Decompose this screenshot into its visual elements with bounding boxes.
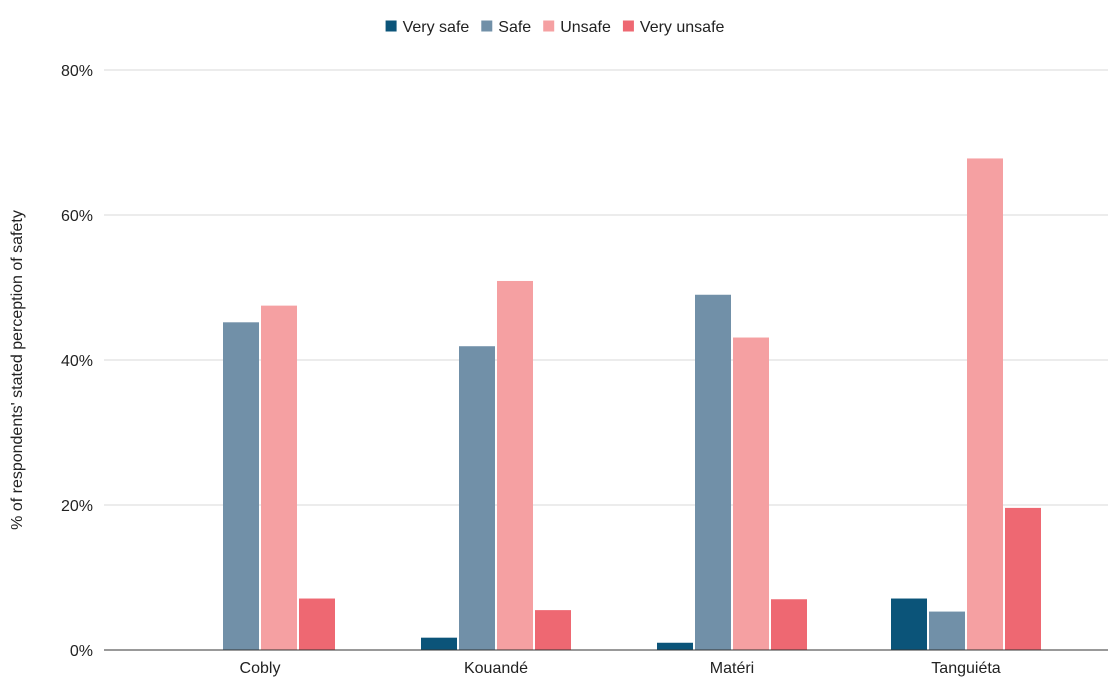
bar-materi-unsafe bbox=[733, 337, 769, 650]
bar-kouande-very-unsafe bbox=[535, 610, 571, 650]
bars bbox=[223, 158, 1041, 650]
legend-swatch-unsafe bbox=[543, 20, 555, 32]
bar-cobly-unsafe bbox=[261, 305, 297, 650]
y-tick-label: 80% bbox=[61, 63, 93, 80]
legend-swatch-very-unsafe bbox=[622, 20, 634, 32]
legend-swatch-very-safe bbox=[385, 20, 397, 32]
x-tick-label-cobly: Cobly bbox=[240, 660, 281, 677]
bar-cobly-very-unsafe bbox=[299, 598, 335, 650]
x-tick-label-materi: Matéri bbox=[710, 660, 754, 677]
bar-materi-very-safe bbox=[657, 642, 693, 650]
bar-kouande-safe bbox=[459, 346, 495, 650]
bar-materi-safe bbox=[695, 294, 731, 650]
bar-tanguieta-safe bbox=[929, 611, 965, 650]
legend-label-very-safe: Very safe bbox=[403, 19, 470, 36]
x-tick-label-kouande: Kouandé bbox=[464, 660, 528, 677]
legend-swatch-safe bbox=[481, 20, 493, 32]
axes: 0% 20% 40% 60% 80% Cobly Kouandé Matéri Tanguiét… bbox=[61, 63, 1108, 677]
bar-tanguieta-very-safe bbox=[891, 598, 927, 650]
y-tick-label: 60% bbox=[61, 208, 93, 225]
bar-kouande-very-safe bbox=[421, 637, 457, 650]
y-tick-label: 0% bbox=[70, 643, 93, 660]
legend-label-unsafe: Unsafe bbox=[560, 19, 611, 36]
y-tick-label: 40% bbox=[61, 353, 93, 370]
bar-tanguieta-very-unsafe bbox=[1005, 507, 1041, 650]
bar-cobly-safe bbox=[223, 322, 259, 650]
legend: Very safe Safe Unsafe Very unsafe bbox=[385, 19, 725, 36]
y-tick-label: 20% bbox=[61, 498, 93, 515]
bar-kouande-unsafe bbox=[497, 280, 533, 650]
y-axis-title: % of respondents' stated perception of s… bbox=[9, 210, 26, 530]
bar-materi-very-unsafe bbox=[771, 599, 807, 650]
legend-label-very-unsafe: Very unsafe bbox=[640, 19, 725, 36]
bar-tanguieta-unsafe bbox=[967, 158, 1003, 650]
x-tick-label-tanguieta: Tanguiéta bbox=[931, 660, 1000, 677]
legend-label-safe: Safe bbox=[498, 19, 531, 36]
